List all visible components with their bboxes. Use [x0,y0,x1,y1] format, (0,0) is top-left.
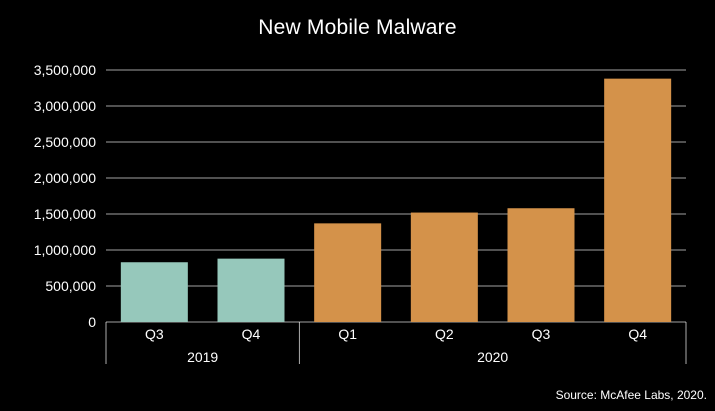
group-label: 2020 [477,349,508,365]
bar [314,223,382,322]
y-tick-label: 500,000 [45,278,96,294]
bar [604,78,672,322]
bar [410,212,478,322]
source-note: Source: McAfee Labs, 2020. [555,388,707,402]
y-tick-label: 1,500,000 [34,206,96,222]
x-tick-label: Q1 [338,326,357,342]
bar [217,258,285,322]
x-tick-label: Q3 [532,326,551,342]
group-label: 2019 [187,349,218,365]
x-tick-label: Q3 [145,326,164,342]
x-tick-label: Q2 [435,326,454,342]
y-tick-label: 1,000,000 [34,242,96,258]
y-tick-label: 0 [88,314,96,330]
y-tick-label: 3,500,000 [34,62,96,78]
y-tick-label: 3,000,000 [34,98,96,114]
y-tick-label: 2,000,000 [34,170,96,186]
bar [120,262,188,322]
y-tick-label: 2,500,000 [34,134,96,150]
x-tick-label: Q4 [628,326,647,342]
x-tick-label: Q4 [242,326,261,342]
bar [507,208,575,322]
chart-title: New Mobile Malware [258,16,457,39]
